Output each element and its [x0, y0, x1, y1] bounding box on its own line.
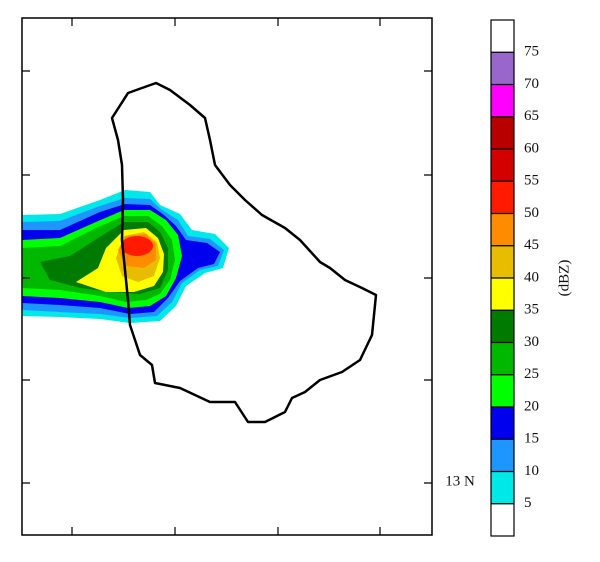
colorbar-segment [491, 245, 514, 278]
colorbar-tick-label: 30 [524, 334, 539, 350]
colorbar-label: (dBZ) [556, 260, 572, 297]
colorbar-segment [491, 52, 514, 85]
colorbar: 5 10 15 20 25 30 35 40 45 50 55 60 65 70 75 [491, 20, 539, 536]
colorbar-tick-label: 5 [524, 495, 532, 511]
colorbar-segment [491, 149, 514, 182]
colorbar-tick-label: 75 [524, 44, 539, 60]
colorbar-tick-label: 15 [524, 431, 539, 447]
map-frame [21, 17, 433, 536]
echo-50 [121, 236, 153, 256]
radar-echo [22, 190, 229, 323]
colorbar-segment [491, 84, 514, 117]
colorbar-segment [491, 374, 514, 407]
colorbar-segment [491, 181, 514, 214]
colorbar-tick-label: 20 [524, 398, 539, 414]
colorbar-tick-label: 60 [524, 140, 539, 156]
colorbar-segment [491, 342, 514, 375]
colorbar-tick-label: 50 [524, 205, 539, 221]
colorbar-tick-label: 45 [524, 237, 539, 253]
colorbar-tick-label: 25 [524, 366, 539, 382]
colorbar-segment [491, 471, 514, 504]
island-outline [110, 81, 378, 424]
colorbar-segment [491, 213, 514, 246]
colorbar-segment [491, 503, 514, 536]
colorbar-tick-label: 55 [524, 173, 539, 189]
colorbar-tick-label: 10 [524, 463, 539, 479]
colorbar-tick-label: 35 [524, 302, 539, 318]
colorbar-segment [491, 439, 514, 472]
frame-ticks [22, 18, 432, 535]
colorbar-segment [491, 310, 514, 343]
colorbar-segment [491, 116, 514, 149]
colorbar-tick-label: 40 [524, 269, 539, 285]
colorbar-segment [491, 407, 514, 440]
colorbar-segment [491, 278, 514, 311]
colorbar-frame [490, 19, 515, 537]
colorbar-segment [491, 20, 514, 53]
lat-label: 13 N [445, 473, 475, 489]
colorbar-tick-label: 65 [524, 108, 539, 124]
colorbar-tick-label: 70 [524, 76, 539, 92]
